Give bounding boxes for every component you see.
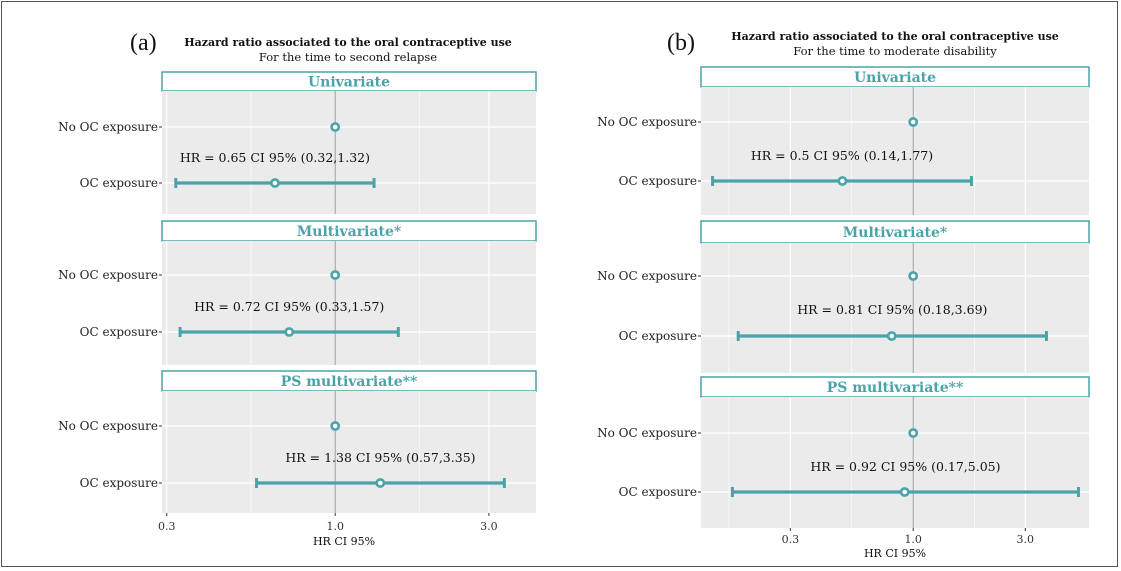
hr-annotation: HR = 0.81 CI 95% (0.18,3.69) — [797, 302, 987, 317]
panel-background — [701, 397, 1089, 528]
x-tick-label: 0.3 — [782, 533, 800, 546]
panel-label: (a) — [130, 30, 157, 56]
facet-1: Univariate No OC exposure OC exposure HR = … — [597, 66, 1090, 215]
facet-1: Univariate No OC exposure OC exposure HR = … — [58, 71, 537, 214]
x-tick-label: 3.0 — [1017, 533, 1035, 546]
strip-label: PS multivariate** — [827, 380, 964, 396]
y-tick-label: OC exposure — [80, 325, 158, 339]
y-tick-label: No OC exposure — [597, 269, 697, 283]
hr-point — [886, 331, 897, 341]
hr-annotation: HR = 1.38 CI 95% (0.57,3.35) — [285, 450, 475, 465]
x-axis-label: HR CI 95% — [313, 535, 375, 548]
strip-label: Univariate — [854, 70, 936, 86]
hr-point — [908, 428, 919, 438]
hr-point — [908, 271, 919, 281]
chart-title: Hazard ratio associated to the oral cont… — [731, 30, 1059, 43]
hr-annotation: HR = 0.92 CI 95% (0.17,5.05) — [810, 459, 1000, 474]
chart-title: Hazard ratio associated to the oral cont… — [184, 36, 512, 49]
hr-annotation: HR = 0.5 CI 95% (0.14,1.77) — [751, 148, 933, 163]
strip-label: Multivariate* — [297, 224, 402, 240]
y-tick-label: OC exposure — [80, 176, 158, 190]
strip-label: PS multivariate** — [281, 374, 418, 390]
y-tick-label: No OC exposure — [58, 120, 158, 134]
y-tick-label: OC exposure — [619, 485, 697, 499]
hr-point — [330, 270, 341, 280]
y-tick-label: No OC exposure — [58, 419, 158, 433]
strip-label: Univariate — [308, 75, 390, 91]
hr-point — [837, 176, 848, 186]
panel-label: (b) — [667, 30, 695, 56]
x-tick-label: 1.0 — [326, 520, 344, 533]
x-tick-label: 3.0 — [480, 520, 498, 533]
chart-subtitle: For the time to second relapse — [259, 50, 437, 64]
y-tick-label: No OC exposure — [58, 268, 158, 282]
facet-3: PS multivariate** No OC exposure OC exposu… — [58, 370, 537, 513]
hr-annotation: HR = 0.65 CI 95% (0.32,1.32) — [180, 150, 370, 165]
y-tick-label: No OC exposure — [597, 115, 697, 129]
hr-point — [270, 178, 280, 188]
chart-subtitle: For the time to moderate disability — [793, 44, 997, 58]
panel-background — [162, 391, 536, 513]
hr-point — [899, 487, 910, 497]
hr-point — [908, 117, 919, 127]
hr-point — [375, 478, 386, 488]
panel-background — [701, 87, 1089, 215]
x-tick-label: 1.0 — [904, 533, 922, 546]
panel-b: (b) Hazard ratio associated to the oral c… — [597, 30, 1090, 560]
panel-background — [162, 241, 536, 365]
hr-annotation: HR = 0.72 CI 95% (0.33,1.57) — [194, 299, 384, 314]
hr-point — [284, 327, 295, 337]
hr-point — [330, 122, 341, 132]
hr-point — [330, 421, 341, 431]
facet-2: Multivariate* No OC exposure OC exposure HR… — [597, 220, 1090, 373]
y-tick-label: OC exposure — [619, 329, 697, 343]
facet-2: Multivariate* No OC exposure OC exposure HR… — [58, 220, 537, 365]
panel-background — [701, 243, 1089, 373]
panel-background — [162, 91, 536, 214]
x-tick-label: 0.3 — [158, 520, 176, 533]
panel-a: (a) Hazard ratio associated to the oral c… — [58, 30, 537, 548]
y-tick-label: OC exposure — [619, 174, 697, 188]
x-axis-label: HR CI 95% — [864, 547, 926, 560]
y-tick-label: OC exposure — [80, 476, 158, 490]
strip-label: Multivariate* — [843, 225, 948, 241]
y-tick-label: No OC exposure — [597, 426, 697, 440]
facet-3: PS multivariate** No OC exposure OC exposu… — [597, 376, 1090, 528]
